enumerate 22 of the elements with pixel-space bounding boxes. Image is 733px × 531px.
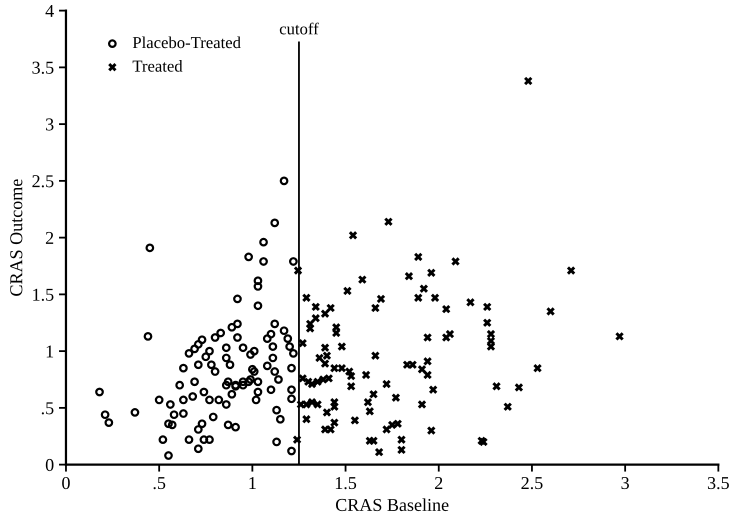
legend-label: Treated — [132, 60, 182, 72]
y-axis-title: CRAS Outcome — [10, 179, 22, 296]
y-tick-label: 1 — [46, 345, 54, 358]
y-tick-label: 3 — [46, 118, 54, 131]
x-tick-label: 3 — [621, 477, 629, 490]
y-tick-label: 1.5 — [33, 288, 54, 301]
y-tick-label: 3.5 — [32, 62, 54, 74]
x-tick-label: 2.5 — [521, 477, 543, 490]
x-tick-label: 2 — [435, 477, 442, 489]
ref-line-label: cutoff — [280, 22, 319, 34]
legend-label: Placebo-Treated — [132, 36, 241, 48]
x-tick-label: 3.5 — [708, 477, 729, 490]
x-tick-label: 1.5 — [336, 477, 356, 490]
y-tick-label: 0 — [46, 458, 54, 472]
x-tick-label: .5 — [154, 477, 166, 490]
x-tick-label: 0 — [62, 476, 70, 490]
y-tick-label: 2 — [46, 232, 54, 244]
y-tick-label: 2.5 — [32, 175, 54, 188]
y-tick-label: 4 — [45, 5, 54, 17]
x-axis-title: CRAS Baseline — [336, 498, 448, 512]
y-tick-label: .5 — [42, 402, 54, 414]
x-tick-label: 1 — [249, 477, 256, 489]
